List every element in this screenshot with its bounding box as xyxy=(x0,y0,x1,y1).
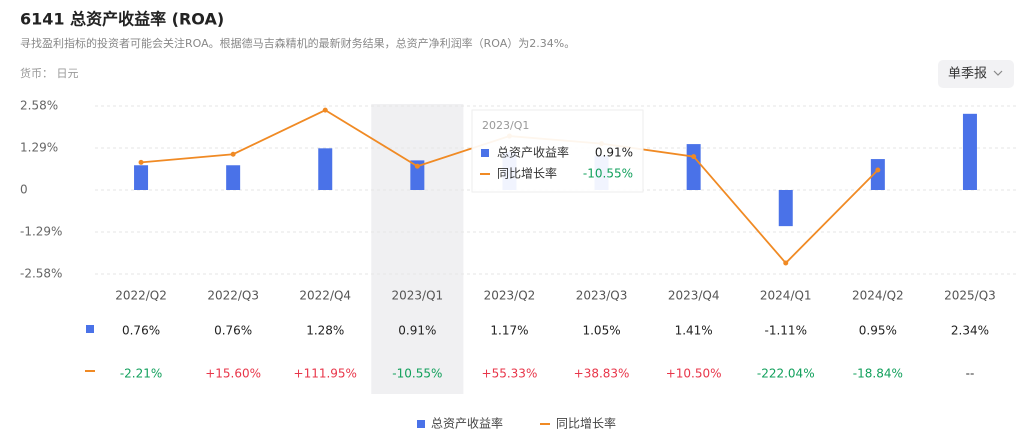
growth-value-label: -2.21% xyxy=(120,367,162,381)
tooltip-title: 2023/Q1 xyxy=(482,119,529,132)
growth-value-label: +38.83% xyxy=(574,367,630,381)
x-tick-label: 2023/Q2 xyxy=(484,289,536,303)
legend-label: 同比增长率 xyxy=(556,416,616,431)
legend-label: 总资产收益率 xyxy=(431,416,503,431)
bar xyxy=(410,160,425,190)
bar-value-label: 2.34% xyxy=(951,324,989,338)
bar-value-label: 0.76% xyxy=(122,324,160,338)
x-tick-label: 2024/Q1 xyxy=(760,289,812,303)
x-tick-label: 2025/Q3 xyxy=(944,289,996,303)
growth-value-label: +10.50% xyxy=(666,367,722,381)
x-tick-label: 2024/Q2 xyxy=(852,289,904,303)
tooltip-label: 同比增长率 xyxy=(497,166,557,181)
period-button-label[interactable]: 单季报 xyxy=(948,67,987,82)
line-point xyxy=(414,163,420,169)
bar xyxy=(318,148,333,190)
growth-value-label: -222.04% xyxy=(757,367,815,381)
bar-value-label: 1.05% xyxy=(582,324,620,338)
x-tick-label: 2022/Q3 xyxy=(207,289,259,303)
y-tick-label: -1.29% xyxy=(20,225,62,239)
bar-value-label: 0.76% xyxy=(214,324,252,338)
growth-value-label: +111.95% xyxy=(294,367,357,381)
y-tick-label: 0 xyxy=(20,183,28,197)
x-tick-label: 2023/Q1 xyxy=(392,289,444,303)
line-point xyxy=(322,107,328,113)
dropdown-icon xyxy=(993,70,1003,76)
highlight-band xyxy=(371,104,464,394)
growth-value-label: -18.84% xyxy=(853,367,903,381)
y-tick-label: 2.58% xyxy=(20,99,58,113)
bar-value-label: -1.11% xyxy=(765,324,807,338)
tooltip-value: 0.91% xyxy=(595,146,633,160)
bar xyxy=(226,165,241,190)
x-tick-label: 2022/Q2 xyxy=(115,289,167,303)
growth-value-label: +15.60% xyxy=(205,367,261,381)
bar-value-label: 1.41% xyxy=(675,324,713,338)
x-tick-label: 2023/Q3 xyxy=(576,289,628,303)
growth-value-label: -- xyxy=(966,367,975,381)
period-button[interactable] xyxy=(938,60,1014,88)
tooltip-label: 总资产收益率 xyxy=(497,145,569,160)
line-point xyxy=(691,154,697,160)
bar xyxy=(962,113,977,190)
subtitle: 寻找盈利指标的投资者可能会关注ROA。根据德马吉森精机的最新财务结果，总资产净利… xyxy=(20,36,575,50)
line-point xyxy=(230,151,236,157)
title: 6141 总资产收益率 (ROA) xyxy=(20,10,224,29)
x-tick-label: 2022/Q4 xyxy=(299,289,351,303)
row-legend-bar xyxy=(86,325,94,333)
bar xyxy=(134,165,149,190)
bar-value-label: 1.28% xyxy=(306,324,344,338)
line-point xyxy=(875,167,881,173)
tooltip-value: -10.55% xyxy=(583,167,633,181)
y-tick-label: 1.29% xyxy=(20,141,58,155)
growth-value-label: -10.55% xyxy=(392,367,442,381)
bar xyxy=(778,190,793,227)
bar xyxy=(870,159,885,190)
tooltip-box xyxy=(471,109,644,193)
bar xyxy=(686,144,701,190)
y-tick-label: -2.58% xyxy=(20,267,62,281)
bar-value-label: 1.17% xyxy=(490,324,528,338)
currency: 货币： 日元 xyxy=(20,66,79,80)
tooltip: 2023/Q1 总资产收益率 0.91% 同比增长率 -10.55% xyxy=(471,109,644,193)
legend-swatch-bar xyxy=(417,420,425,428)
bar-value-label: 0.91% xyxy=(398,324,436,338)
x-tick-label: 2023/Q4 xyxy=(668,289,720,303)
line-point xyxy=(138,159,144,165)
tooltip-swatch xyxy=(481,149,489,157)
growth-value-label: +55.33% xyxy=(482,367,538,381)
line-point xyxy=(783,260,789,266)
bar-value-label: 0.95% xyxy=(859,324,897,338)
